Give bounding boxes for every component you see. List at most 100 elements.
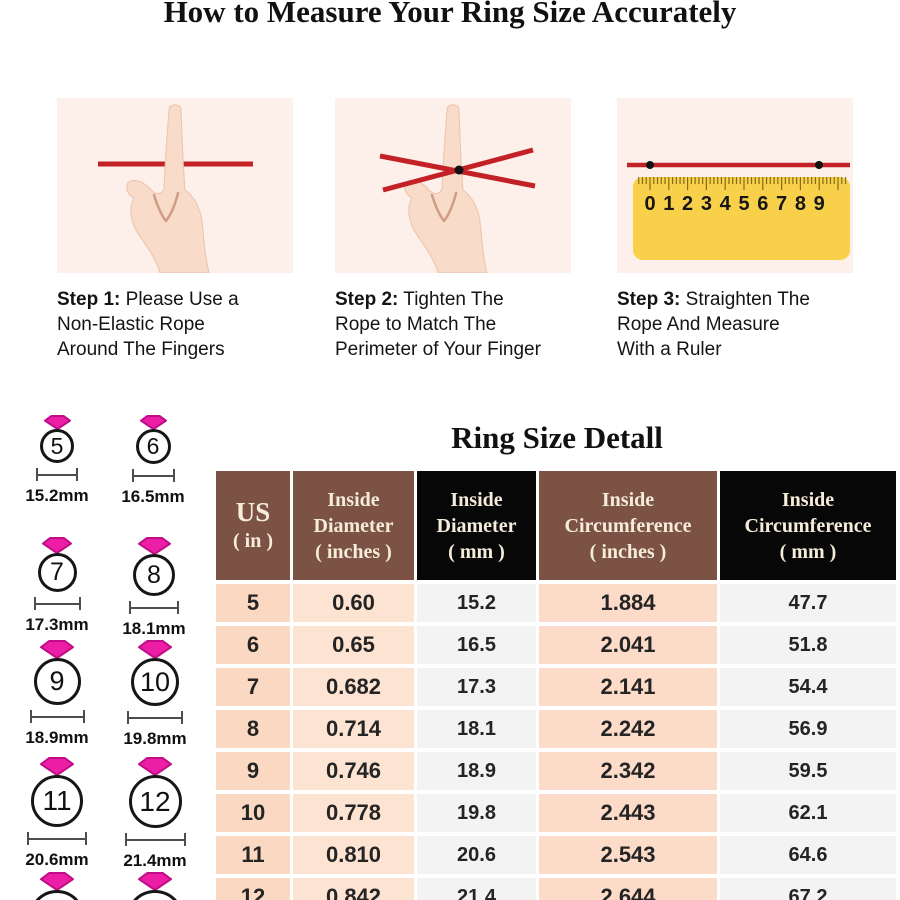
table-cell: 18.9 — [417, 752, 536, 790]
ring-diagram: 12 21.4mm — [100, 757, 210, 871]
table-cell: 0.810 — [293, 836, 414, 874]
step-3-label: Step 3: — [617, 289, 681, 310]
diamond-icon — [40, 872, 74, 891]
table-cell: 5 — [216, 584, 290, 622]
diameter-bracket — [131, 469, 175, 482]
ring-us-size: 9 — [49, 666, 65, 696]
step-1-label: Step 1: — [57, 289, 121, 310]
step-2-text: Tighten The Rope to Match The Perimeter … — [335, 289, 541, 361]
hand-with-rope-image — [98, 104, 253, 274]
ring-us-size: 11 — [42, 785, 72, 816]
ruler-number: 6 — [757, 193, 768, 215]
ring-us-size: 5 — [50, 432, 64, 459]
ring-circle: 6 — [135, 429, 171, 464]
ring-diameter-label: 15.2mm — [25, 486, 89, 505]
header-line: Inside — [327, 488, 380, 511]
header-line: Diameter — [436, 514, 517, 537]
diameter-bracket — [36, 468, 78, 481]
table-cell: 2.644 — [539, 878, 717, 900]
ruler-number: 1 — [663, 193, 674, 215]
ring-diagram-partial — [100, 872, 210, 900]
table-cell: 51.8 — [720, 626, 896, 664]
ruler-number: 5 — [738, 193, 749, 215]
diameter-bracket — [27, 832, 87, 845]
ruler-number: 3 — [701, 193, 712, 215]
step-1-caption: Step 1: Please Use a Non-Elastic Rope Ar… — [57, 287, 309, 362]
header-line: Inside — [601, 488, 655, 511]
ring-diagram: 5 15.2mm — [2, 415, 112, 506]
table-title: Ring Size Detall — [451, 420, 663, 455]
table-header-inside-diameter-inches: Inside Diameter ( inches ) — [293, 471, 414, 580]
table-cell: 2.342 — [539, 752, 717, 790]
diamond-icon — [138, 640, 172, 659]
diameter-bracket — [33, 597, 81, 610]
ring-diameter-label: 16.5mm — [121, 487, 185, 506]
rope-crossing-dot — [454, 165, 464, 175]
table-cell: 9 — [216, 752, 290, 790]
diamond-icon — [138, 757, 172, 776]
table-cell: 20.6 — [417, 836, 536, 874]
table-cell: 12 — [216, 878, 290, 900]
ring-diameter-label: 17.3mm — [25, 615, 89, 634]
hand-shape — [404, 104, 488, 274]
rope-end-dot-left — [646, 161, 654, 169]
ring-circle: 9 — [33, 658, 81, 705]
header-line: ( in ) — [233, 530, 273, 553]
header-line: Circumference — [744, 514, 872, 537]
header-line: ( inches ) — [589, 540, 667, 563]
header-line: Circumference — [564, 514, 692, 537]
ring-circle: 8 — [133, 554, 175, 596]
step-1-illustration — [57, 98, 293, 274]
diameter-bracket — [129, 601, 179, 614]
ring-diagram: 7 17.3mm — [2, 537, 112, 635]
table-cell: 56.9 — [720, 710, 896, 748]
ring-size-table: US ( in ) Inside Diameter ( inches ) Ins… — [216, 471, 896, 900]
ring-diameter-label: 20.6mm — [25, 850, 89, 869]
ring-circle: 11 — [31, 775, 83, 827]
ring-diagram: 11 20.6mm — [2, 757, 112, 870]
table-cell: 0.714 — [293, 710, 414, 748]
table-cell: 62.1 — [720, 794, 896, 832]
table-cell: 59.5 — [720, 752, 896, 790]
ring-diagram: 9 18.9mm — [2, 640, 112, 748]
diamond-icon — [43, 415, 71, 430]
ring-diagram-partial — [2, 872, 112, 900]
table-cell: 8 — [216, 710, 290, 748]
ruler-number: 0 — [644, 193, 655, 215]
header-line: Inside — [781, 488, 835, 511]
ruler-number: 9 — [814, 193, 825, 215]
table-cell: 47.7 — [720, 584, 896, 622]
ring-us-size: 10 — [139, 666, 171, 697]
ring-us-size: 6 — [146, 433, 160, 459]
step-3-text: Straighten The Rope And Measure With a R… — [617, 289, 810, 361]
ring-us-size: 8 — [147, 560, 161, 589]
table-cell: 0.746 — [293, 752, 414, 790]
ring-circle: 5 — [40, 429, 74, 463]
diamond-icon — [40, 640, 74, 659]
ring-diameter-label: 21.4mm — [123, 851, 187, 870]
table-cell: 21.4 — [417, 878, 536, 900]
table-cell: 64.6 — [720, 836, 896, 874]
table-cell: 2.543 — [539, 836, 717, 874]
diamond-icon — [42, 537, 72, 554]
table-cell: 2.443 — [539, 794, 717, 832]
header-line: US — [235, 496, 271, 527]
table-cell: 54.4 — [720, 668, 896, 706]
step-1-figure: Step 1: Please Use a Non-Elastic Rope Ar… — [57, 98, 313, 362]
header-line: Diameter — [313, 514, 394, 537]
diamond-icon — [139, 415, 167, 430]
table-cell: 16.5 — [417, 626, 536, 664]
ring-diagram: 10 19.8mm — [100, 640, 210, 749]
table-header-inside-circumference-inches: Inside Circumference ( inches ) — [539, 471, 717, 580]
finger-fold-lines — [430, 191, 458, 223]
header-line: ( inches ) — [315, 540, 392, 563]
header-line: ( mm ) — [448, 540, 505, 563]
table-cell: 2.242 — [539, 710, 717, 748]
table-cell: 10 — [216, 794, 290, 832]
table-cell: 6 — [216, 626, 290, 664]
step-2-caption: Step 2: Tighten The Rope to Match The Pe… — [335, 287, 587, 362]
rope-end-dot-right — [815, 161, 823, 169]
table-cell: 17.3 — [417, 668, 536, 706]
